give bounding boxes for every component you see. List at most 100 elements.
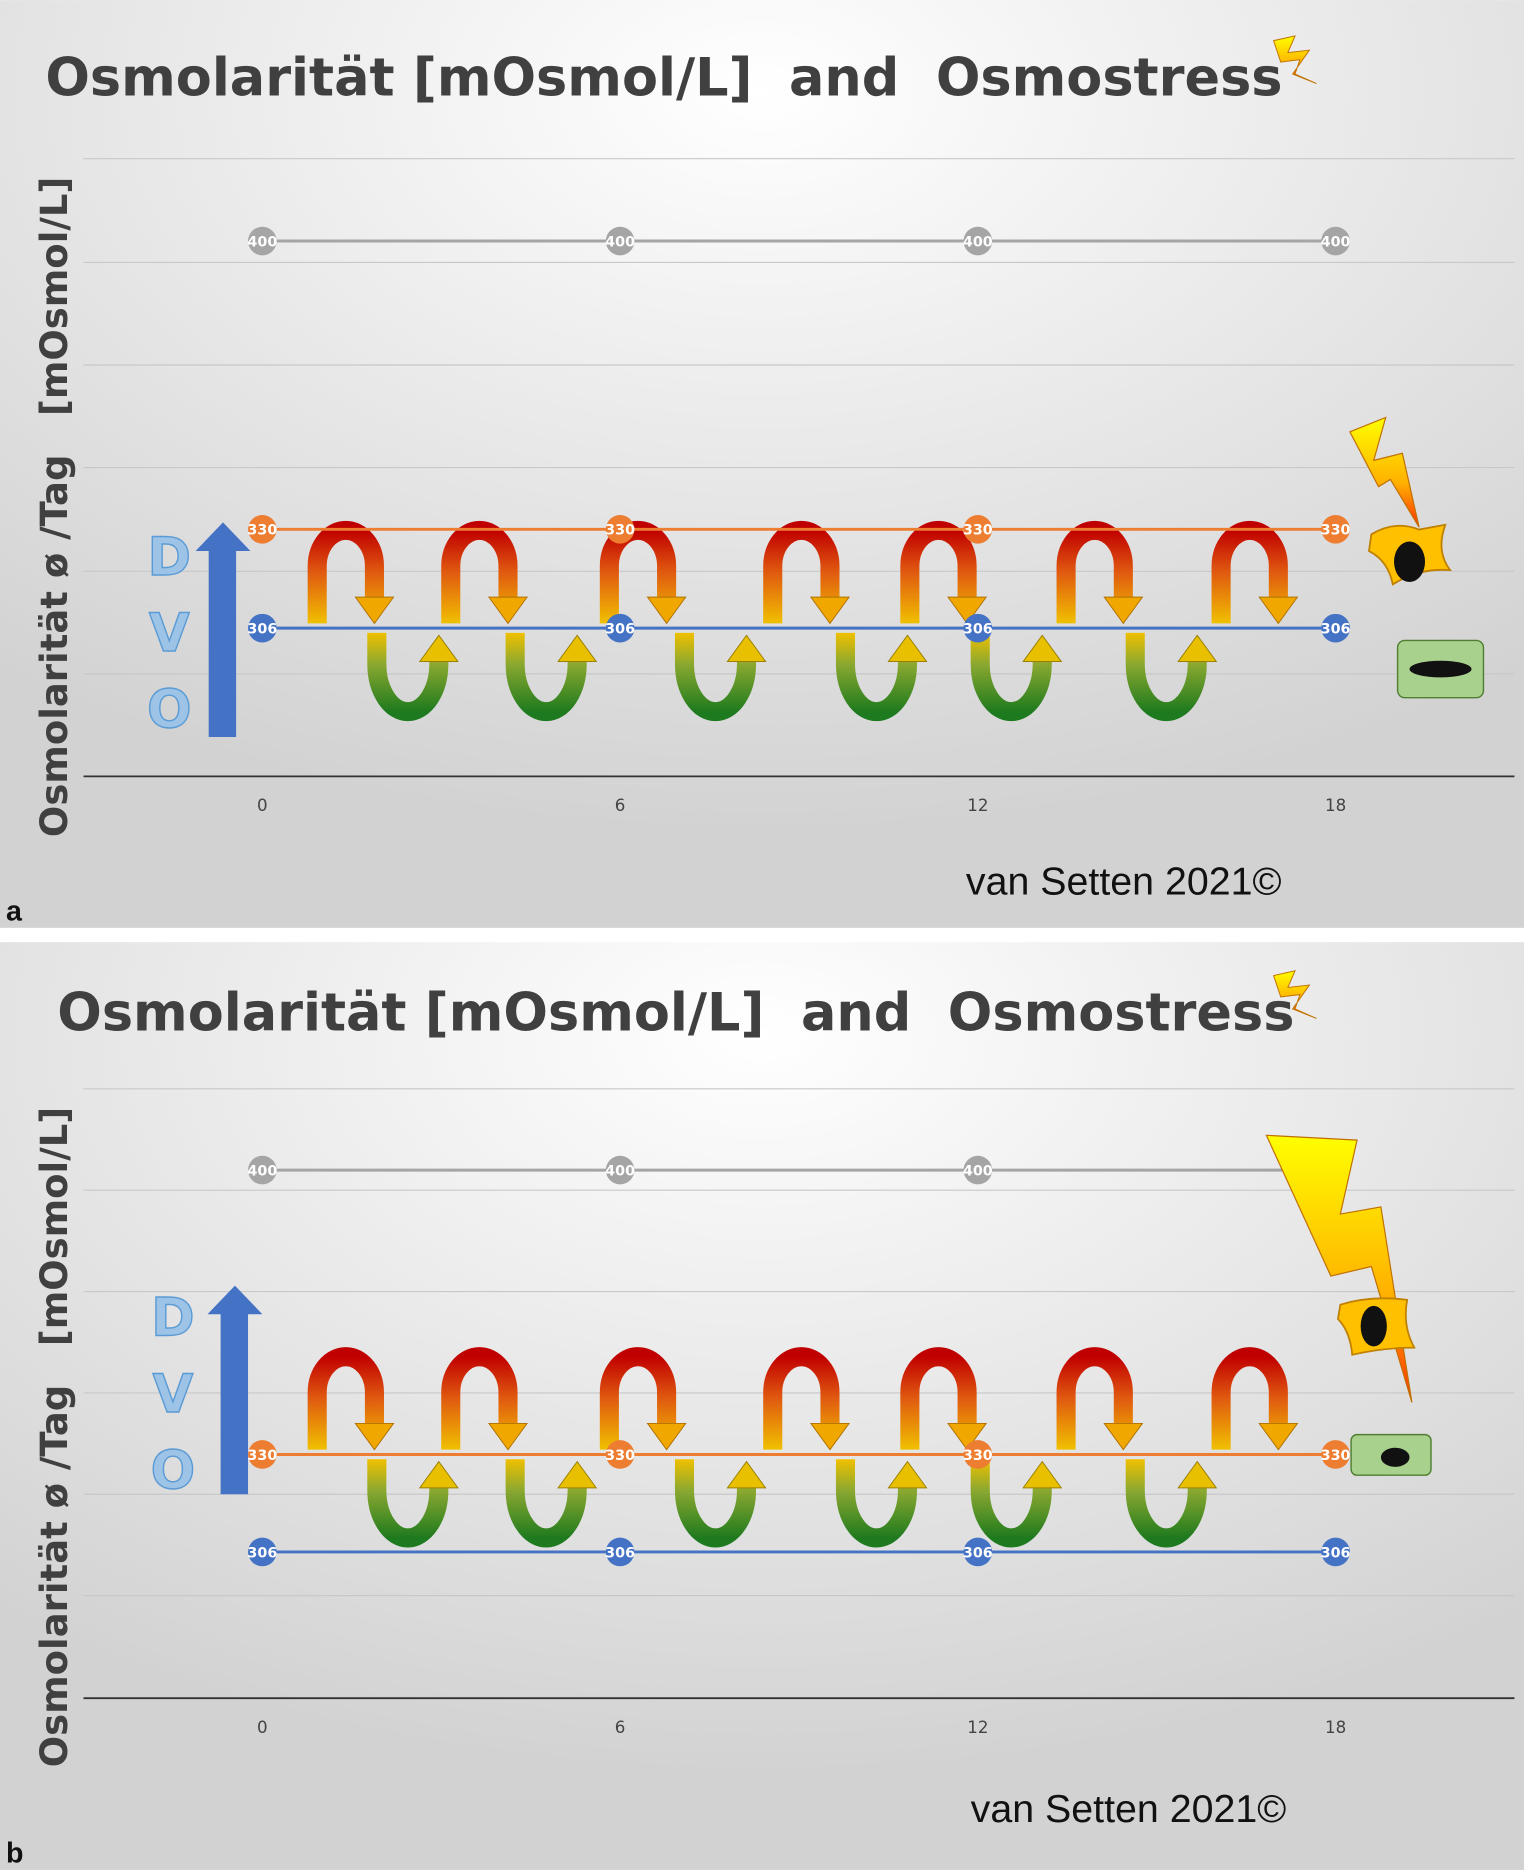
down-arc-arrow	[505, 632, 587, 722]
down-arc-arrow	[505, 1459, 587, 1548]
data-point	[1321, 1537, 1350, 1567]
data-point	[963, 1155, 993, 1185]
data-label: 330	[1321, 1448, 1351, 1464]
data-label: 400	[963, 1163, 993, 1179]
dvo-arrow	[195, 522, 251, 738]
arrow-head	[1022, 1460, 1063, 1489]
arrow-head	[354, 1422, 395, 1451]
y-axis-label: Osmolarität ø /Tag [mOsmol/L]	[33, 1107, 76, 1767]
down-arc-arrow	[970, 1459, 1052, 1548]
grid	[83, 1088, 1515, 1700]
y-axis-label: Osmolarität ø /Tag [mOsmol/L]	[33, 177, 76, 837]
x-tick-label: 0	[257, 1718, 268, 1737]
data-point	[963, 613, 993, 643]
data-point	[605, 613, 635, 643]
x-tick-label: 0	[257, 796, 268, 815]
annotation: V	[153, 1364, 194, 1425]
panel: Osmolarität [mOsmol/L] and Osmostress Os…	[0, 942, 1524, 1870]
arrow-head	[646, 1422, 687, 1451]
annotation: D	[151, 1288, 195, 1349]
annotation: V	[149, 603, 190, 664]
down-arc-arrow	[674, 632, 757, 722]
panel-background	[0, 0, 1524, 928]
data-label: 306	[605, 1545, 635, 1561]
data-label: 400	[963, 234, 993, 250]
data-point	[1321, 1440, 1350, 1469]
data-label: 400	[247, 1163, 277, 1179]
panel-label: a	[6, 896, 23, 928]
data-point	[605, 1537, 635, 1567]
data-point	[605, 515, 635, 544]
data-label: 306	[247, 622, 277, 638]
data-point	[605, 1155, 635, 1185]
down-arc-arrow	[367, 1459, 449, 1548]
up-arc-arrow	[441, 1347, 518, 1450]
cell-nucleus	[1360, 1305, 1387, 1347]
data-label: 306	[963, 622, 993, 638]
data-point	[963, 1537, 993, 1567]
data-label: 330	[1321, 523, 1351, 539]
arrow-head	[1177, 1460, 1218, 1489]
data-point	[605, 226, 635, 256]
x-tick-label: 12	[967, 1718, 988, 1737]
arrow-head	[809, 1422, 850, 1451]
chart-title: Osmolarität [mOsmol/L] and Osmostress	[57, 982, 1294, 1043]
arrow-head	[726, 1460, 767, 1489]
arrow-head	[418, 634, 459, 663]
arrow-head	[726, 634, 767, 663]
annotation: D	[148, 527, 192, 588]
cell-nucleus	[1380, 1447, 1410, 1467]
arrow-head	[947, 1422, 988, 1451]
arrow-head	[1022, 634, 1063, 663]
data-point	[963, 226, 993, 256]
arrow-head	[487, 596, 529, 625]
arrow-head	[1103, 1422, 1144, 1451]
arrow-head	[1258, 1422, 1299, 1451]
arrow-head	[418, 1460, 459, 1489]
down-arc-arrow	[367, 632, 449, 722]
data-label: 330	[247, 1448, 277, 1464]
annotation: O	[147, 680, 192, 741]
credit: van Setten 2021©	[971, 1787, 1287, 1831]
data-point	[248, 1537, 277, 1567]
arrow-head	[646, 596, 687, 625]
data-label: 330	[605, 1448, 635, 1464]
data-point	[605, 1440, 635, 1469]
down-arc-arrow	[674, 1459, 757, 1548]
data-point	[1321, 613, 1350, 643]
arrow-head	[947, 596, 988, 625]
x-tick-label: 6	[615, 1718, 626, 1737]
data-label: 330	[963, 1448, 993, 1464]
arrow-head	[1103, 596, 1144, 625]
arrow-head	[809, 596, 850, 625]
up-arc-arrow	[599, 1347, 677, 1450]
data-point	[248, 613, 277, 643]
arrow-head	[557, 634, 598, 663]
data-label: 330	[247, 523, 277, 539]
data-label: 306	[1321, 1545, 1351, 1561]
x-tick-label: 6	[615, 796, 626, 815]
up-arc-arrow	[1056, 1347, 1133, 1450]
down-arc-arrow	[835, 632, 918, 722]
data-point	[963, 1440, 993, 1469]
data-point	[1321, 515, 1350, 544]
up-arc-arrow	[307, 1347, 384, 1450]
credit: van Setten 2021©	[966, 859, 1282, 903]
cell-nucleus	[1409, 660, 1472, 678]
x-tick-label: 12	[967, 796, 988, 815]
data-point	[963, 515, 993, 544]
data-point	[1321, 226, 1350, 256]
arrow-head	[557, 1460, 598, 1489]
data-point	[248, 515, 277, 544]
lightning	[1272, 35, 1317, 85]
up-arc-arrow	[763, 1347, 840, 1450]
data-point	[248, 1440, 277, 1469]
arrow-head	[887, 1460, 928, 1489]
lightning	[1349, 416, 1420, 528]
chart-title: Osmolarität [mOsmol/L] and Osmostress	[45, 47, 1282, 108]
data-label: 400	[1321, 234, 1351, 250]
dvo-arrow	[207, 1285, 263, 1495]
up-arc-arrow	[1211, 1347, 1288, 1450]
arrow-head	[487, 1422, 529, 1451]
down-arc-arrow	[1125, 632, 1207, 722]
